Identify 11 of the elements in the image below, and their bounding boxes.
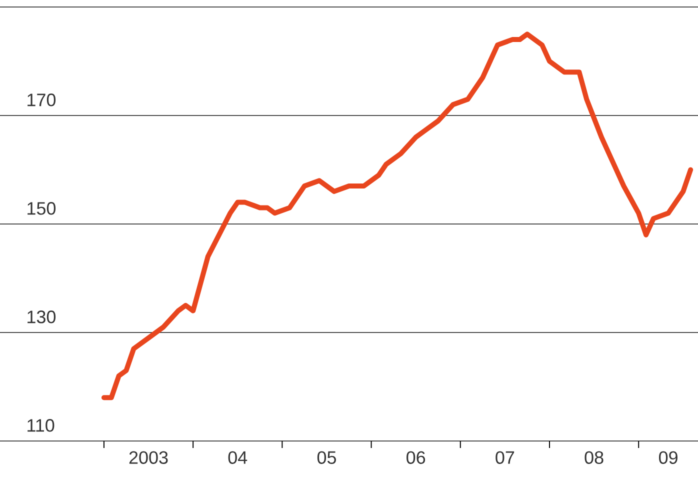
x-tick-label: 2003 — [129, 451, 168, 464]
x-tick-label: 06 — [406, 451, 426, 464]
x-tick-label: 07 — [496, 451, 514, 464]
x-tick-label: 09 — [659, 451, 678, 464]
y-tick-label: 170 — [28, 94, 56, 106]
x-tick-label: 05 — [317, 451, 336, 464]
x-tick-label: 08 — [584, 451, 604, 464]
y-tick-label: 110 — [28, 419, 54, 432]
y-tick-label: 150 — [28, 202, 56, 215]
y-tick-label: 130 — [28, 310, 56, 324]
x-tick-label: 04 — [228, 451, 248, 464]
